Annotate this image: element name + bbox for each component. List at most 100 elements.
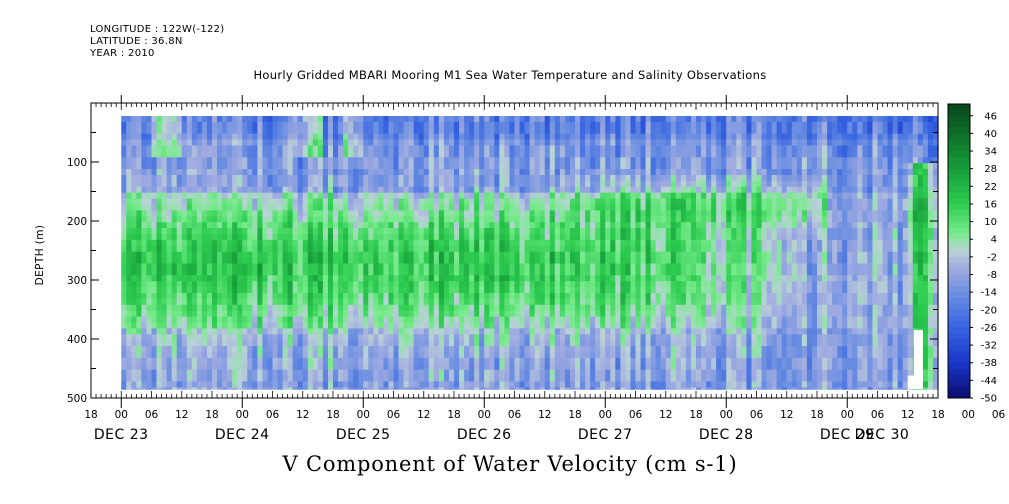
heatmap-cell (484, 180, 490, 188)
heatmap-cell (373, 263, 379, 270)
heatmap-cell (126, 210, 132, 217)
heatmap-cell (398, 174, 405, 182)
heatmap-cell (353, 322, 359, 329)
heatmap-cell (635, 322, 642, 329)
heatmap-cell (267, 357, 274, 365)
heatmap-cell (343, 192, 349, 200)
heatmap-cell (161, 322, 168, 329)
heatmap-cell (161, 287, 168, 294)
heatmap-cell (242, 210, 248, 217)
heatmap-cell (368, 169, 374, 176)
heatmap-cell (368, 346, 374, 353)
heatmap-cell (544, 180, 551, 188)
heatmap-cell (585, 251, 591, 259)
heatmap-cell (494, 281, 500, 288)
heatmap-cell (171, 322, 178, 329)
heatmap-cell (282, 257, 289, 265)
heatmap-cell (247, 292, 253, 300)
heatmap-cell (403, 340, 410, 347)
heatmap-cell (131, 169, 137, 176)
heatmap-cell (217, 204, 223, 211)
heatmap-cell (484, 157, 490, 164)
heatmap-cell (539, 139, 546, 147)
heatmap-cell (433, 192, 440, 200)
heatmap-cell (464, 334, 470, 341)
heatmap-cell (282, 163, 289, 170)
heatmap-cell (307, 316, 314, 324)
heatmap-cell (484, 198, 490, 206)
heatmap-cell (317, 298, 324, 306)
heatmap-cell (504, 180, 511, 188)
heatmap-cell (201, 251, 208, 259)
heatmap-cell (312, 186, 319, 194)
heatmap-cell (605, 228, 611, 235)
heatmap-cell (564, 269, 571, 276)
heatmap-cell (136, 304, 143, 312)
heatmap-cell (262, 369, 269, 377)
heatmap-cell (539, 351, 546, 359)
heatmap-cell (131, 257, 137, 265)
heatmap-cell (590, 169, 596, 176)
heatmap-cell (605, 328, 611, 335)
heatmap-cell (242, 287, 248, 294)
heatmap-cell (272, 369, 279, 377)
heatmap-cell (287, 180, 294, 188)
heatmap-cell (373, 186, 379, 194)
heatmap-cell (635, 239, 642, 247)
heatmap-cell (282, 263, 289, 270)
heatmap-cell (171, 369, 178, 377)
heatmap-cell (383, 375, 390, 383)
heatmap-cell (126, 287, 132, 294)
heatmap-cell (645, 369, 652, 377)
heatmap-cell (615, 298, 621, 306)
heatmap-cell (484, 169, 490, 176)
longitude-label: LONGITUDE : 122W(-122) (90, 24, 225, 35)
heatmap-cell (232, 351, 238, 359)
heatmap-cell (529, 192, 536, 200)
heatmap-cell (176, 216, 183, 223)
heatmap-cell (569, 251, 576, 259)
heatmap-cell (121, 298, 127, 306)
heatmap-cell (166, 133, 173, 141)
heatmap-cell (363, 239, 369, 247)
heatmap-cell (282, 192, 289, 200)
heatmap-cell (327, 287, 334, 294)
heatmap-cell (272, 310, 279, 318)
heatmap-cell (585, 351, 591, 359)
heatmap-cell (418, 275, 425, 282)
heatmap-cell (529, 180, 536, 188)
heatmap-cell (161, 381, 168, 388)
heatmap-cell (438, 375, 445, 383)
heatmap-cell (272, 357, 279, 365)
heatmap-cell (443, 298, 450, 306)
heatmap-cell (312, 115, 319, 123)
heatmap-cell (297, 357, 304, 365)
heatmap-cell (605, 287, 611, 294)
heatmap-cell (499, 174, 506, 182)
heatmap-cell (302, 186, 309, 194)
heatmap-cell (217, 127, 223, 135)
heatmap-cell (267, 151, 274, 158)
heatmap-cell (469, 257, 475, 265)
heatmap-cell (489, 375, 495, 383)
heatmap-cell (378, 192, 385, 200)
heatmap-cell (161, 340, 168, 347)
heatmap-cell (196, 363, 203, 371)
heatmap-cell (252, 328, 258, 335)
heatmap-cell (454, 340, 460, 347)
heatmap-cell (232, 121, 238, 129)
heatmap-cell (146, 121, 153, 129)
heatmap-cell (161, 174, 168, 182)
heatmap-cell (262, 257, 269, 265)
heatmap-cell (322, 180, 329, 188)
heatmap-cell (519, 322, 526, 329)
heatmap-cell (539, 239, 546, 247)
heatmap-cell (237, 198, 243, 206)
heatmap-cell (136, 346, 143, 353)
heatmap-cell (524, 363, 531, 371)
heatmap-cell (469, 381, 475, 388)
heatmap-cell (539, 340, 546, 347)
heatmap-cell (388, 334, 395, 341)
heatmap-cell (181, 115, 188, 123)
heatmap-cell (635, 121, 642, 129)
